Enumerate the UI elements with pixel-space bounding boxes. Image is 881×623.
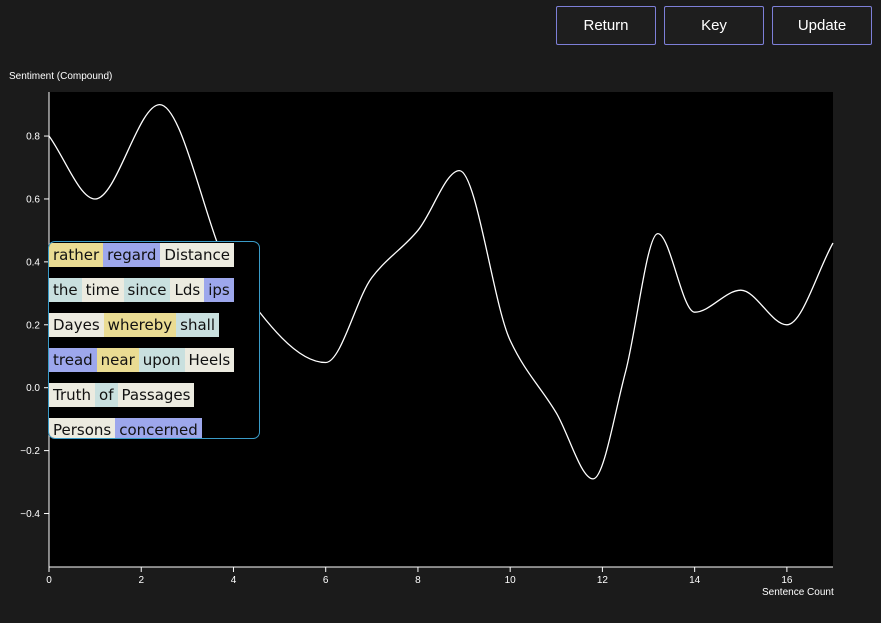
return-button[interactable]: Return [556,6,656,45]
y-tick-label: 0.4 [26,257,40,268]
word-token[interactable]: whereby [103,313,177,337]
word-token[interactable]: regard [103,243,161,267]
word-token[interactable]: near [96,348,139,372]
update-button[interactable]: Update [772,6,872,45]
word-line: tread near upon Heels [49,348,259,372]
x-tick-label: 0 [46,575,52,586]
y-tick-label: −0.2 [20,446,40,457]
word-line: Persons concerned [49,418,259,438]
x-tick-label: 8 [415,575,421,586]
word-line: rather regard Distance [49,243,259,267]
word-token[interactable]: tread [49,348,97,372]
word-line: the time since Lds ips [49,278,259,302]
x-tick-label: 12 [597,575,609,586]
y-tick-label: 0.2 [26,320,40,331]
word-token[interactable]: Persons [49,418,116,438]
word-token[interactable]: Heels [184,348,235,372]
word-token[interactable]: Dayes [49,313,104,337]
y-tick-label: −0.4 [20,509,40,520]
word-token[interactable]: Passages [117,383,195,407]
word-token[interactable]: concerned [115,418,202,438]
toolbar: Return Key Update [556,6,872,45]
y-tick-label: 0.8 [26,132,40,143]
y-axis-label: Sentiment (Compound) [9,71,113,82]
x-tick-label: 16 [781,575,793,586]
word-token[interactable]: the [49,278,82,302]
word-token[interactable]: shall [176,313,219,337]
word-line: Truth of Passages [49,383,259,407]
x-axis-label: Sentence Count [762,587,834,598]
key-button[interactable]: Key [664,6,764,45]
word-token[interactable]: Lds [170,278,205,302]
x-tick-label: 6 [323,575,329,586]
word-token[interactable]: time [81,278,124,302]
sentiment-line [48,103,834,480]
word-panel[interactable]: rather regard Distance the time since Lds ips Da… [48,241,260,439]
word-token[interactable]: Distance [160,243,234,267]
word-token[interactable]: upon [138,348,185,372]
word-token[interactable]: Truth [49,383,96,407]
word-line: Dayes whereby shall [49,313,259,337]
x-tick-label: 10 [505,575,517,586]
word-token[interactable]: ips [204,278,234,302]
word-token[interactable]: rather [49,243,104,267]
y-tick-label: 0.0 [26,383,40,394]
word-token[interactable]: since [123,278,171,302]
word-token[interactable]: of [95,383,118,407]
x-tick-label: 14 [689,575,701,586]
x-tick-label: 4 [231,575,237,586]
x-tick-label: 2 [138,575,144,586]
y-tick-label: 0.6 [26,194,40,205]
